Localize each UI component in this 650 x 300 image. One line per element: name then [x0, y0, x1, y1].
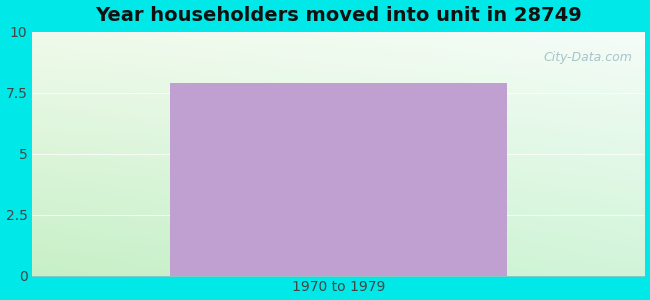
Text: City-Data.com: City-Data.com [543, 51, 632, 64]
Bar [170, 83, 507, 276]
Title: Year householders moved into unit in 28749: Year householders moved into unit in 287… [95, 6, 582, 25]
